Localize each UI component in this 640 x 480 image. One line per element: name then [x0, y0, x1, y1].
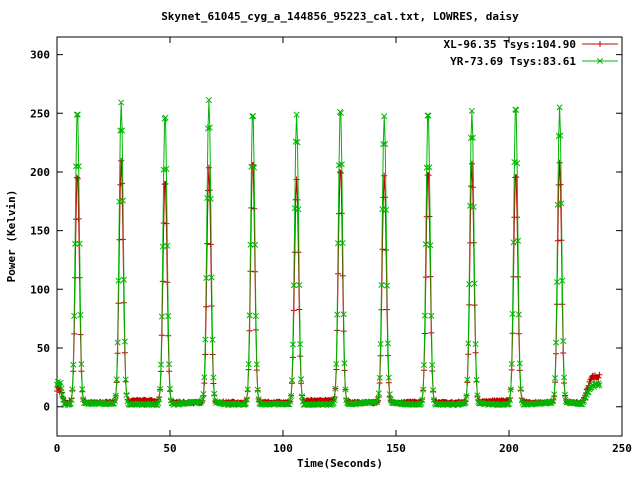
- y-tick-label: 300: [30, 49, 50, 62]
- data-series: [53, 97, 603, 409]
- plot-border: [56, 36, 623, 437]
- legend-sample-marker-1: [596, 57, 604, 65]
- x-tick-label: 200: [499, 442, 519, 455]
- legend: XL-96.35 Tsys:104.90 YR-73.69 Tsys:83.61: [444, 38, 618, 68]
- x-tick-label: 250: [612, 442, 632, 455]
- x-axis-label: Time(Seconds): [297, 457, 383, 470]
- x-tick-label: 100: [273, 442, 293, 455]
- y-tick-label: 150: [30, 225, 50, 238]
- y-tick-label: 0: [43, 401, 50, 414]
- legend-label-xl: XL-96.35 Tsys:104.90: [444, 38, 576, 51]
- legend-sample-marker-0: [597, 41, 603, 47]
- chart-title: Skynet_61045_cyg_a_144856_95223_cal.txt,…: [161, 10, 519, 23]
- x-tick-label: 50: [163, 442, 176, 455]
- y-axis-label: Power (Kelvin): [5, 190, 18, 283]
- y-tick-label: 50: [37, 342, 50, 355]
- series-1-markers: [53, 97, 603, 409]
- x-tick-label: 0: [54, 442, 61, 455]
- y-tick-label: 200: [30, 166, 50, 179]
- axis-ticks: 0 50 100 150 200 250 0 50 100 150 200 250 300: [30, 37, 632, 455]
- legend-label-yr: YR-73.69 Tsys:83.61: [450, 55, 576, 68]
- x-tick-label: 150: [386, 442, 406, 455]
- y-tick-label: 250: [30, 107, 50, 120]
- y-tick-label: 100: [30, 283, 50, 296]
